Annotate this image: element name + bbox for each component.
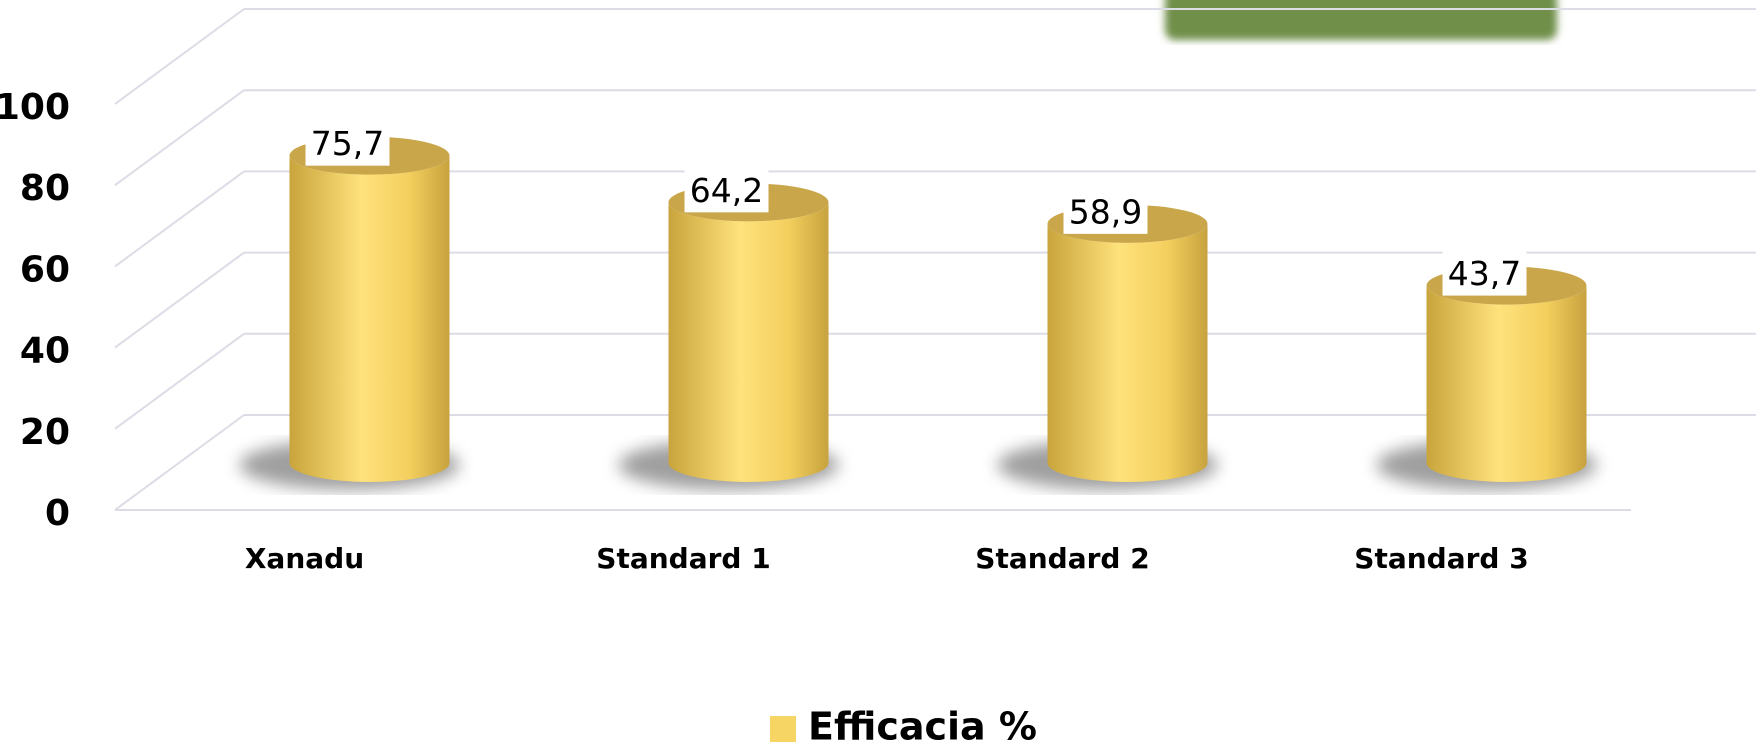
cylinder: 75,7 <box>240 122 460 490</box>
cylinder-body <box>669 202 829 482</box>
value-label: 43,7 <box>1448 254 1521 293</box>
cylinder-body <box>1427 286 1587 482</box>
decorative-photo <box>1165 0 1557 40</box>
grid-line-side <box>115 253 244 348</box>
x-tick-label: Standard 2 <box>975 542 1149 575</box>
y-tick-label: 20 <box>20 412 70 453</box>
x-tick-label: Standard 1 <box>596 542 770 575</box>
y-tick-label: 100 <box>0 87 70 128</box>
y-tick-label: 40 <box>20 331 70 372</box>
grid-line-side <box>115 171 244 266</box>
grid-line-side <box>115 334 244 429</box>
cylinder: 43,7 <box>1377 252 1597 490</box>
y-tick-label: 0 <box>45 493 70 534</box>
x-tick-label: Xanadu <box>245 542 364 575</box>
y-tick-label: 60 <box>20 249 70 290</box>
value-label: 64,2 <box>690 171 763 210</box>
grid-line-side <box>115 9 244 104</box>
legend-swatch <box>770 716 796 742</box>
y-tick-label: 80 <box>20 168 70 209</box>
bars: 75,7 Xanadu 64,2 Standard 1 58,9 Standard 2 43… <box>240 122 1597 575</box>
chart: 0 20 40 60 80 100 75,7 Xanadu 64,2 Standard 1 58,… <box>0 0 1756 747</box>
value-label: 58,9 <box>1069 192 1142 231</box>
cylinder-body <box>1048 224 1208 482</box>
legend: Efficacia % <box>770 705 1037 747</box>
cylinder-body <box>290 156 450 482</box>
x-tick-label: Standard 3 <box>1354 542 1528 575</box>
cylinder: 58,9 <box>998 190 1218 490</box>
grid-line-side <box>115 415 244 510</box>
grid-line-side <box>115 90 244 185</box>
cylinder: 64,2 <box>619 168 839 490</box>
legend-label: Efficacia % <box>808 705 1037 747</box>
value-label: 75,7 <box>311 124 384 163</box>
